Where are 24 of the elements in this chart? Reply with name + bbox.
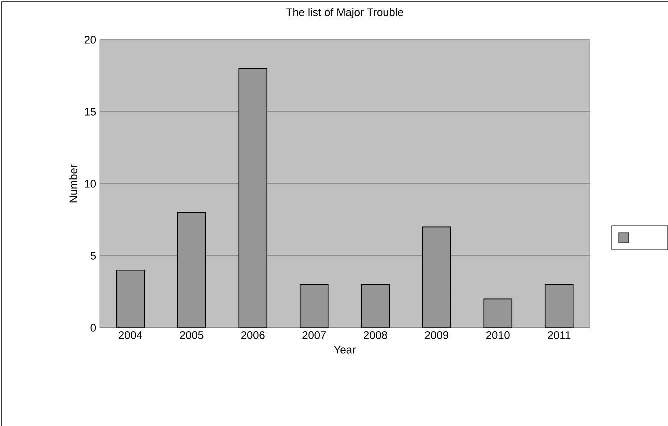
- bar: [544, 284, 574, 328]
- y-tick-label: 10: [85, 180, 96, 188]
- x-tick-label: 2009: [425, 332, 449, 340]
- bar: [361, 284, 390, 328]
- x-axis-title: Year: [334, 346, 356, 354]
- x-tick-label: 2011: [548, 332, 571, 340]
- x-tick-label: 2007: [302, 332, 326, 340]
- x-tick-label: 2008: [364, 332, 388, 340]
- y-tick-label: 20: [84, 36, 96, 44]
- bar: [484, 298, 513, 328]
- y-axis-title: Number: [69, 164, 78, 203]
- x-tick-label: 2004: [118, 332, 142, 340]
- bar: [300, 284, 329, 328]
- bar: [238, 68, 268, 328]
- x-tick-label: 2010: [486, 332, 510, 340]
- bar: [116, 270, 146, 328]
- bar: [422, 226, 452, 328]
- bar: [177, 212, 206, 328]
- y-tick-label: 15: [85, 108, 96, 116]
- y-tick-label: 5: [90, 252, 96, 260]
- x-tick-label: 2005: [180, 332, 204, 340]
- x-tick-label: 2006: [241, 332, 265, 340]
- chart-title: The list of Major Trouble: [286, 8, 404, 18]
- y-tick-label: 0: [90, 324, 96, 332]
